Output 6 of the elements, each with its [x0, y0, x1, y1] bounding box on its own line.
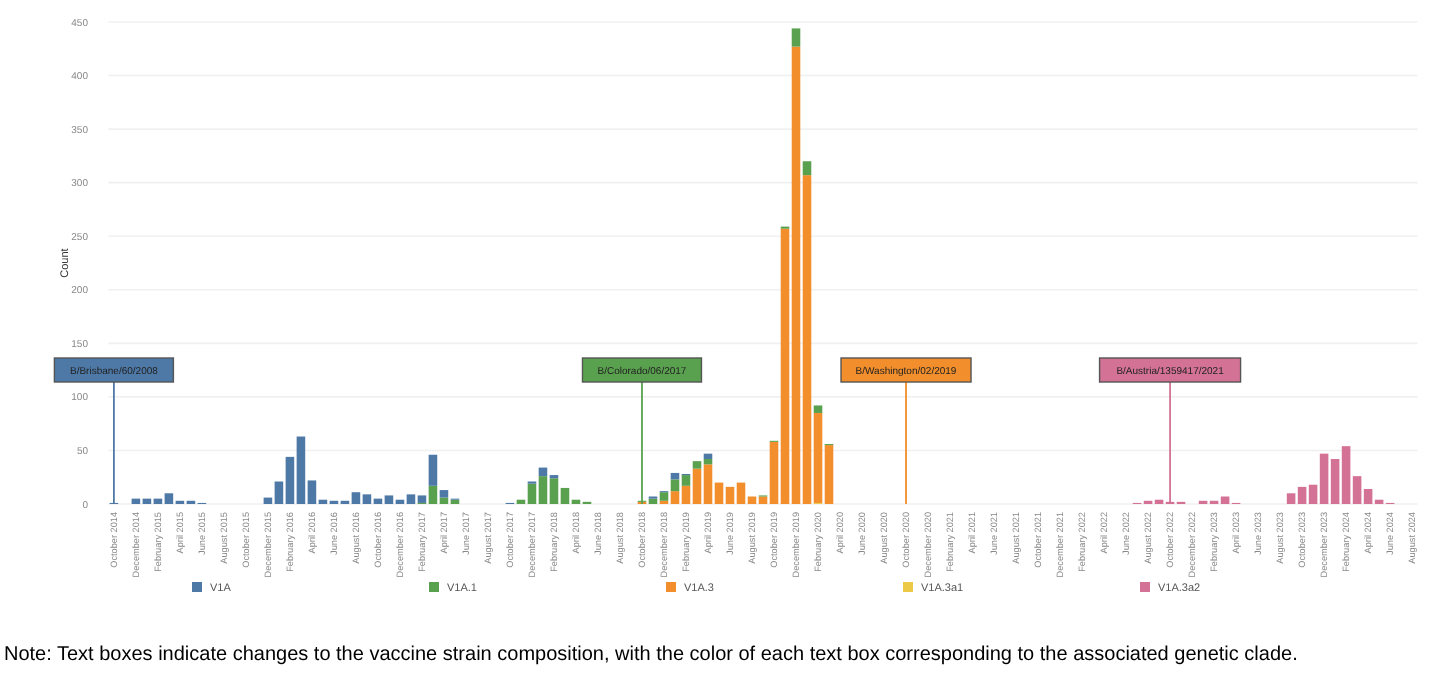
- bar: [802, 161, 812, 176]
- bar: [428, 454, 438, 486]
- bar: [813, 405, 823, 413]
- bar: [791, 28, 801, 47]
- text: Note: Text boxes indicate changes to the vaccine strain composition, with the color of each text box corresponding to the associated genetic clade.: [4, 644, 1298, 666]
- bar: [439, 490, 449, 498]
